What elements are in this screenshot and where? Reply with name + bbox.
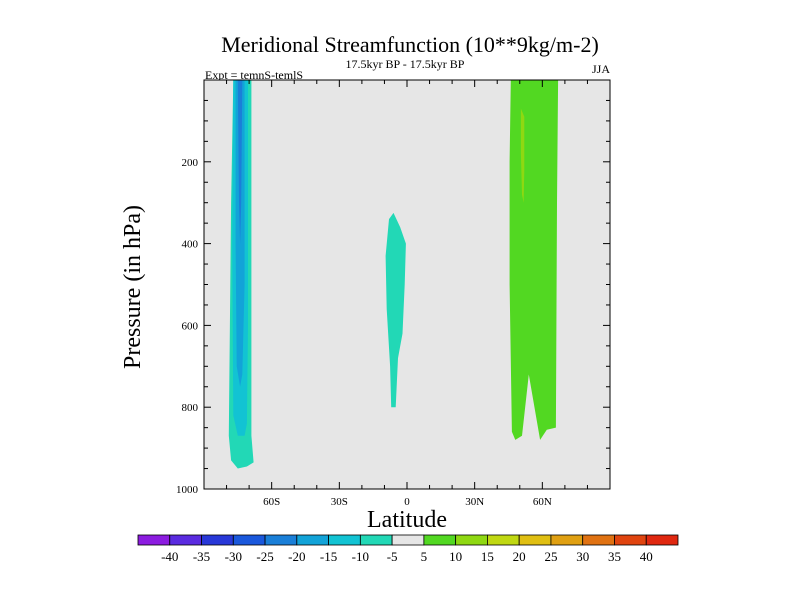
colorbar-box-5 (296, 534, 329, 546)
colorbar-box-2 (201, 534, 234, 546)
x-tick-label: 60S (263, 496, 280, 508)
colorbar-label: -15 (320, 549, 337, 564)
colorbar-box-12 (518, 534, 552, 546)
x-axis-label: Latitude (367, 507, 447, 533)
y-tick-label: 800 (182, 402, 199, 414)
colorbar-box-1 (169, 534, 202, 546)
colorbar-label: 10 (449, 549, 462, 564)
colorbar-box-15 (614, 534, 647, 546)
colorbar-box-7 (359, 534, 393, 546)
colorbar-box-8 (391, 534, 425, 546)
subtitle-season: JJA (592, 62, 610, 76)
colorbar-box-14 (582, 534, 615, 546)
colorbar-label: 25 (544, 549, 557, 564)
colorbar-label: 40 (640, 549, 653, 564)
chart-title: Meridional Streamfunction (10**9kg/m-2) (221, 32, 599, 57)
colorbar-label: -40 (161, 549, 178, 564)
colorbar-box-10 (455, 534, 488, 546)
x-tick-label: 30N (465, 496, 484, 508)
colorbar-label: 30 (576, 549, 589, 564)
contour-regions (228, 80, 559, 469)
y-tick-label: 1000 (176, 484, 199, 496)
colorbar-label: 20 (513, 549, 526, 564)
y-tick-label: 400 (182, 239, 199, 251)
y-axis: 200 400 600 800 1000 (176, 99, 610, 496)
colorbar-box-13 (550, 534, 584, 546)
colorbar-label: 35 (608, 549, 621, 564)
y-tick-label: 600 (182, 320, 199, 332)
colorbar-box-4 (264, 534, 298, 546)
contour-region-4 (385, 212, 406, 408)
colorbar-box-11 (487, 534, 520, 546)
colorbar-label: -5 (387, 549, 398, 564)
colorbar-label: -30 (225, 549, 242, 564)
colorbar-label: -35 (193, 549, 210, 564)
x-tick-label: 60N (533, 496, 552, 508)
colorbar-label: 15 (481, 549, 494, 564)
colorbar-label: -10 (352, 549, 369, 564)
y-axis-label: Pressure (in hPa) (120, 205, 146, 369)
colorbar-box-0 (137, 534, 171, 546)
colorbar-box-6 (328, 534, 361, 546)
contour-region-3 (237, 80, 243, 244)
contour-region-5 (509, 80, 559, 440)
x-tick-label: 0 (404, 496, 410, 508)
x-axis: 60S 30S 0 30N 60N (226, 80, 588, 508)
colorbar-box-3 (232, 534, 266, 546)
colorbar-box-9 (423, 534, 457, 546)
subtitle-period: 17.5kyr BP - 17.5kyr BP (346, 57, 465, 71)
colorbar-label: 5 (421, 549, 428, 564)
y-tick-label: 200 (182, 157, 199, 169)
x-tick-label: 30S (331, 496, 348, 508)
subtitle-experiment: Expt = temnS-temlS (205, 68, 303, 82)
contour-region-6 (520, 108, 525, 203)
colorbar: -40 -35 -30 -25 -20 -15 -10 -5 5 10 15 20 25 30 35 40 (137, 534, 679, 564)
colorbar-box-16 (645, 534, 679, 546)
colorbar-label: -25 (256, 549, 273, 564)
colorbar-label: -20 (288, 549, 305, 564)
